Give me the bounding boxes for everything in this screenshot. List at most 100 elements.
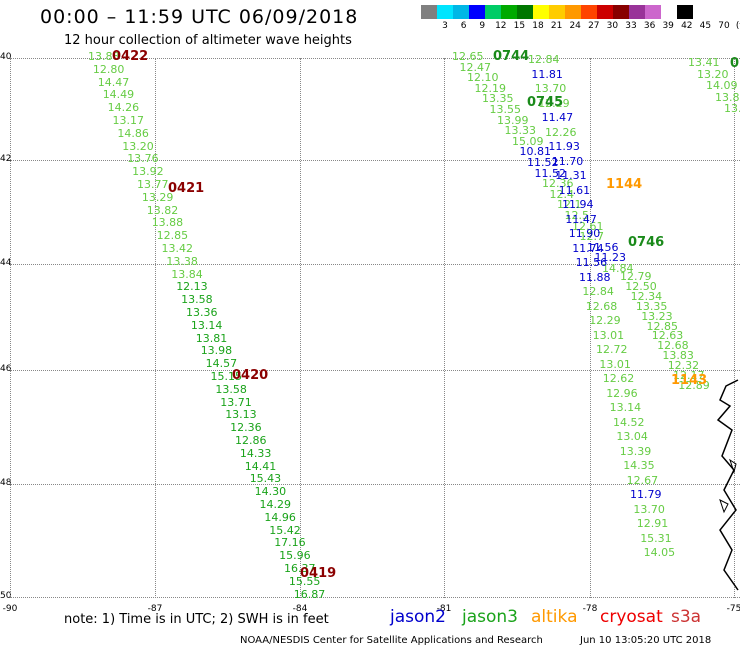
- wave-height-obs: 13.88: [88, 50, 120, 63]
- lat-label: 50: [0, 591, 12, 601]
- legend-swatch: [629, 5, 645, 19]
- track-time-label: 0420: [232, 368, 269, 383]
- wave-height-obs: 13.58: [181, 293, 213, 307]
- wave-height-obs: 12.85: [156, 229, 189, 243]
- credit-line: NOAA/NESDIS Center for Satellite Applica…: [240, 635, 543, 646]
- wave-height-obs: 12.96: [606, 386, 638, 400]
- wave-height-obs: 11.94: [562, 198, 594, 211]
- legend-swatch: [421, 5, 437, 19]
- wave-height-obs: 13.01: [592, 328, 625, 342]
- track-time-label: 0746: [628, 235, 665, 250]
- track-time-label: 1144: [606, 177, 643, 192]
- wave-height-obs: 14.86: [117, 126, 149, 140]
- wave-height-obs: 14.09: [706, 79, 738, 92]
- wave-height-obs: 13.14: [609, 401, 642, 414]
- wave-height-obs: 12.17: [673, 369, 705, 382]
- wave-height-obs: 13.88: [151, 216, 184, 230]
- legend-tick: 9: [479, 21, 486, 31]
- wave-height-obs: 13.41: [688, 56, 720, 69]
- wave-height-obs: 12.7: [579, 230, 605, 244]
- legend-swatch: [677, 5, 693, 19]
- wave-height-obs: 11.56: [575, 256, 608, 269]
- legend-swatch: [613, 5, 629, 19]
- lat-label: 44: [0, 258, 12, 268]
- satellite-name: cryosat: [600, 607, 663, 627]
- wave-height-obs: 12.67: [626, 473, 659, 487]
- wave-height-obs: 12.36: [542, 177, 574, 191]
- legend-tick: 24: [569, 21, 581, 31]
- wave-height-obs: 11.47: [541, 111, 574, 124]
- wave-height-obs: 14.52: [613, 415, 645, 429]
- legend-tick: (ft): [735, 21, 740, 31]
- wave-height-obs: 13.23: [641, 309, 673, 323]
- legend-swatch: [645, 5, 661, 19]
- wave-height-obs: 13.35: [482, 92, 514, 106]
- wave-height-obs: 13.84: [171, 267, 203, 281]
- legend-swatch: [597, 5, 613, 19]
- wave-height-obs: 12.5: [564, 209, 590, 222]
- wave-height-obs: 12.62: [602, 372, 635, 385]
- wave-height-obs: 13.71: [220, 395, 252, 409]
- footnote: note: 1) Time is in UTC; 2) SWH is in fe…: [64, 612, 329, 627]
- legend-tick: 36: [643, 21, 656, 31]
- wave-height-obs: 12.50: [625, 279, 657, 293]
- wave-height-obs: 15.43: [249, 472, 282, 486]
- wave-height-obs: 14.05: [643, 546, 676, 559]
- wave-height-obs: 12.13: [176, 280, 208, 294]
- wave-height-obs: 11.47: [565, 212, 597, 226]
- wave-height-obs: 14.33: [239, 446, 272, 460]
- coastline-icon: [716, 379, 739, 591]
- gridline-lon: [444, 58, 445, 598]
- lon-label: -75: [726, 604, 740, 614]
- wave-height-obs: 12.19: [474, 81, 507, 95]
- lat-label: 48: [0, 478, 12, 488]
- wave-height-obs: 14.96: [264, 510, 296, 524]
- wave-height-obs: 13.14: [190, 318, 223, 332]
- legend-tick: 33: [625, 21, 637, 31]
- wave-height-obs: 11.88: [579, 270, 611, 284]
- wave-height-obs: 13.70: [633, 502, 665, 516]
- legend-swatch: [437, 5, 453, 19]
- wave-height-obs: 13.70: [534, 82, 567, 95]
- wave-height-obs: 12.91: [636, 517, 669, 530]
- wave-height-obs: 12.29: [538, 96, 570, 110]
- color-legend: [421, 5, 693, 19]
- wave-height-obs: 13.17: [112, 114, 145, 127]
- wave-height-obs: 14.47: [97, 75, 130, 89]
- wave-height-obs: 12.26: [545, 125, 577, 139]
- wave-height-obs: 12.47: [459, 60, 492, 74]
- wave-height-obs: 12.80: [92, 62, 125, 76]
- wave-height-obs: 12.1: [557, 198, 582, 212]
- wave-height-obs: 12.86: [235, 434, 267, 447]
- lon-label: -81: [436, 604, 452, 614]
- wave-height-obs: 11.74: [572, 241, 604, 255]
- timestamp: Jun 10 13:05:20 UTC 2018: [580, 635, 712, 646]
- wave-height-obs: 14.26: [107, 101, 140, 115]
- wave-height-obs: 13.29: [141, 190, 174, 204]
- satellite-name: altika: [531, 607, 578, 627]
- wave-height-obs: 13.99: [497, 113, 529, 127]
- legend-swatch: [453, 5, 469, 19]
- track-time-label: 0745: [527, 95, 564, 110]
- wave-height-obs: 13.13: [225, 408, 257, 422]
- wave-height-obs: 13.33: [504, 124, 537, 138]
- legend-tick: 21: [550, 21, 563, 31]
- gridline-lat: [10, 484, 740, 485]
- wave-height-obs: 16.37: [284, 562, 316, 575]
- wave-height-obs: 12.65: [452, 50, 484, 63]
- gridline-lat: [10, 160, 740, 161]
- legend-tick: 45: [699, 21, 712, 31]
- wave-height-obs: 12.84: [582, 285, 614, 298]
- track-time-label: 0: [730, 56, 740, 71]
- satellite-name: jason2: [390, 607, 446, 627]
- wave-height-obs: 13.92: [132, 165, 164, 179]
- wave-height-obs: 13.01: [599, 357, 631, 371]
- legend-swatch: [581, 5, 597, 19]
- wave-height-obs: 13.98: [200, 344, 233, 358]
- wave-height-obs: 12.68: [657, 339, 689, 353]
- wave-height-obs: 13.39: [619, 444, 652, 458]
- gridline-lon: [10, 58, 11, 598]
- gridline-lat: [10, 264, 740, 265]
- wave-height-obs: 17.16: [274, 536, 306, 550]
- wave-height-obs: 15.42: [269, 523, 301, 537]
